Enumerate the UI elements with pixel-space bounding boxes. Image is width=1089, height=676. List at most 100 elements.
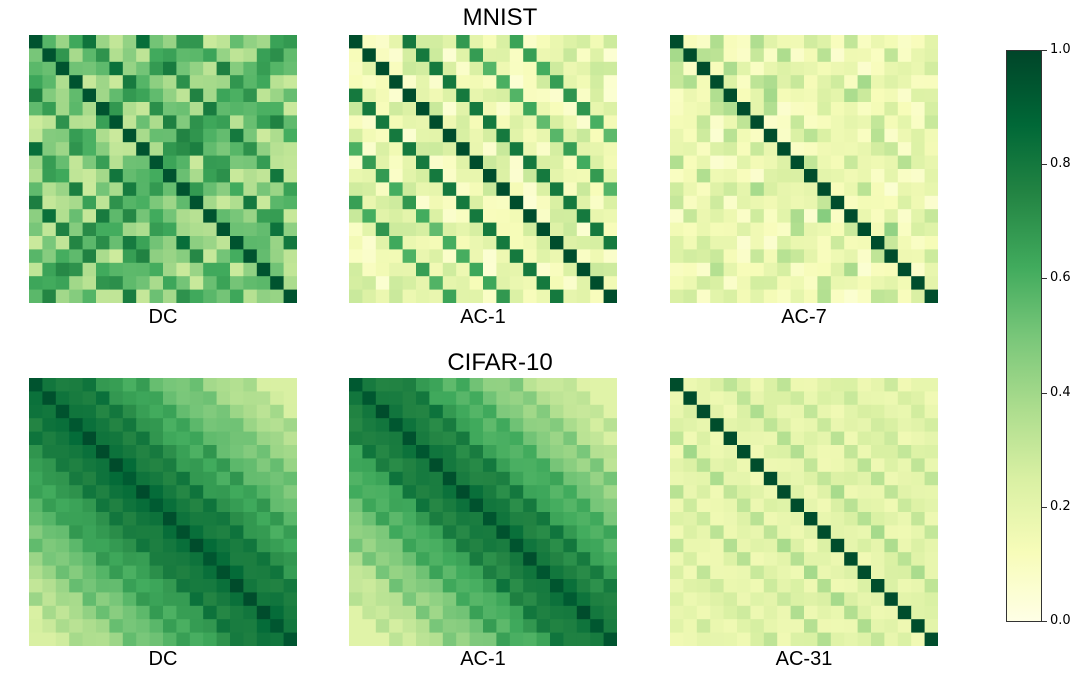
heatmap-cell (576, 128, 591, 143)
heatmap-cell (563, 565, 578, 580)
heatmap-cell (523, 262, 538, 277)
heatmap-cell (375, 128, 390, 143)
heatmap-cell (149, 619, 164, 634)
heatmap-cell (270, 512, 285, 526)
heatmap-cell (897, 289, 912, 303)
heatmap-cell (670, 471, 684, 486)
heatmap-cell (670, 498, 684, 513)
heatmap-cell (844, 632, 859, 646)
heatmap-cell (42, 48, 57, 63)
heatmap-cell (817, 512, 832, 526)
heatmap-cell (375, 404, 390, 419)
heatmap-cell (683, 209, 698, 224)
heatmap-cell (830, 418, 845, 433)
heatmap-cell (924, 142, 938, 157)
heatmap-cell (375, 61, 390, 76)
heatmap-cell (683, 579, 698, 593)
heatmap-cell (911, 195, 926, 210)
heatmap-cell (763, 445, 778, 459)
heatmap-cell (897, 236, 912, 250)
heatmap-cell (389, 378, 404, 392)
heatmap-cell (550, 115, 564, 130)
heatmap-cell (710, 75, 725, 90)
heatmap-cell (189, 115, 204, 130)
heatmap-cell (256, 605, 271, 620)
heatmap-cell (469, 155, 484, 170)
heatmap-cell (416, 378, 430, 392)
heatmap-cell (69, 48, 84, 63)
heatmap-cell (696, 209, 711, 224)
heatmap-cell (710, 538, 725, 553)
heatmap-cell (509, 619, 524, 634)
heatmap-cell (163, 632, 177, 646)
heatmap-cell (737, 142, 751, 157)
heatmap-cell (737, 222, 751, 237)
heatmap-cell (603, 169, 617, 183)
heatmap-cell (256, 579, 271, 593)
heatmap-cell (509, 249, 524, 264)
heatmap-cell (442, 378, 457, 392)
heatmap-cell (349, 48, 363, 63)
heatmap-cell (55, 552, 70, 567)
heatmap-cell (496, 182, 511, 197)
heatmap-cell (256, 102, 271, 116)
heatmap-cell (509, 391, 524, 406)
heatmap-cell (496, 525, 511, 540)
heatmap-cell (203, 249, 218, 264)
heatmap-cell (42, 525, 57, 540)
heatmap-cell (683, 605, 698, 620)
heatmap-cell (469, 579, 484, 593)
heatmap-cell (230, 249, 244, 264)
heatmap-cell (362, 525, 377, 540)
heatmap-cell (576, 182, 591, 197)
heatmap-cell (777, 565, 792, 580)
heatmap-cell (710, 182, 725, 197)
heatmap-cell (109, 619, 124, 634)
heatmap-cell (670, 61, 684, 76)
heatmap-cell (884, 222, 899, 237)
heatmap-cell (844, 592, 859, 607)
heatmap-cell (216, 169, 231, 183)
heatmap-cell (55, 262, 70, 277)
heatmap-cell (696, 525, 711, 540)
heatmap-cell (230, 209, 244, 224)
heatmap-cell (469, 404, 484, 419)
heatmap-cell (69, 391, 84, 406)
heatmap-cell (149, 115, 164, 130)
heatmap-cell (96, 48, 110, 63)
heatmap-cell (136, 471, 151, 486)
heatmap-cell (830, 262, 845, 277)
heatmap-cell (897, 35, 912, 49)
heatmap-cell (109, 128, 124, 143)
heatmap-cell (576, 471, 591, 486)
heatmap-cell (897, 579, 912, 593)
heatmap-cell (830, 35, 845, 49)
heatmap-cell (723, 525, 738, 540)
heatmap-cell (349, 182, 363, 197)
heatmap-cell (496, 391, 511, 406)
heatmap-cell (55, 75, 70, 90)
heatmap-cell (750, 632, 765, 646)
heatmap-cell (737, 632, 751, 646)
heatmap-cell (96, 632, 110, 646)
heatmap-cell (750, 471, 765, 486)
heatmap-cell (871, 48, 885, 63)
heatmap-cell (416, 552, 430, 567)
heatmap-cell (69, 35, 84, 49)
heatmap-cell (469, 222, 484, 237)
heatmap-cell (563, 485, 578, 500)
heatmap-cell (817, 128, 832, 143)
heatmap-cell (777, 35, 792, 49)
heatmap-cell (176, 222, 191, 237)
heatmap-cell (456, 485, 471, 500)
heatmap-cell (924, 102, 938, 116)
heatmap-cell (122, 155, 137, 170)
heatmap-cell (96, 391, 110, 406)
heatmap-cell (375, 276, 390, 291)
heatmap-cell (375, 155, 390, 170)
heatmap-cell (122, 485, 137, 500)
heatmap-cell (777, 632, 792, 646)
heatmap-cell (670, 579, 684, 593)
heatmap-cell (817, 169, 832, 183)
heatmap-cell (375, 142, 390, 157)
